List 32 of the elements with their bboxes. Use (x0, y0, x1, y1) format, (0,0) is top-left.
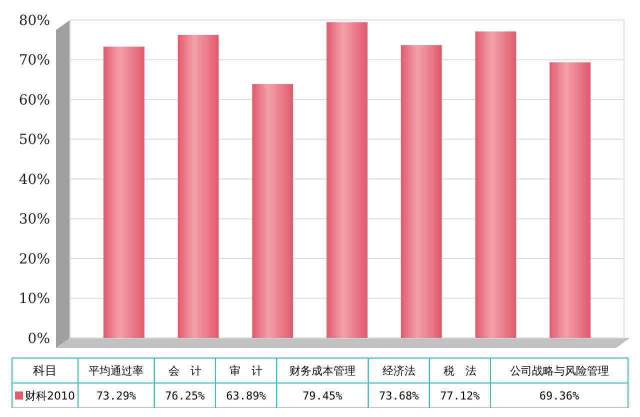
data-label: 73.68% (378, 389, 420, 402)
data-label: 79.45% (302, 389, 343, 402)
x-tick-label: 平均通过率 (88, 364, 144, 378)
bar (400, 45, 442, 338)
y-tick-label: 40% (18, 172, 50, 188)
bar (326, 22, 368, 338)
bar (475, 31, 516, 338)
x-tick-label: 财务成本管理 (289, 364, 356, 378)
y-tick-label: 50% (18, 132, 50, 148)
y-tick-label: 30% (18, 212, 50, 228)
x-tick-label: 税 法 (443, 364, 476, 378)
y-tick-label: 70% (18, 52, 50, 69)
y-tick-label: 10% (18, 291, 50, 308)
data-label: 77.12% (440, 389, 480, 402)
x-tick-label: 公司战略与风险管理 (510, 364, 609, 378)
bar (178, 34, 219, 338)
data-label: 73.29% (96, 389, 136, 402)
y-tick-label: 20% (18, 251, 50, 268)
data-label: 63.89% (226, 389, 266, 402)
x-tick-label: 经济法 (382, 364, 416, 378)
y-tick-label: 80% (18, 12, 50, 29)
y-tick-label: 0% (28, 330, 50, 347)
x-axis-title: 科目 (33, 364, 57, 378)
data-label: 69.36% (539, 389, 580, 402)
x-tick-label: 审 计 (230, 364, 263, 378)
x-tick-label: 会 计 (168, 364, 202, 378)
bar (550, 62, 591, 338)
legend-label: 财科2010 (25, 389, 75, 402)
bar (103, 46, 144, 338)
y-tick-label: 60% (18, 92, 50, 108)
data-label: 76.25% (165, 389, 206, 402)
bar (252, 84, 294, 338)
